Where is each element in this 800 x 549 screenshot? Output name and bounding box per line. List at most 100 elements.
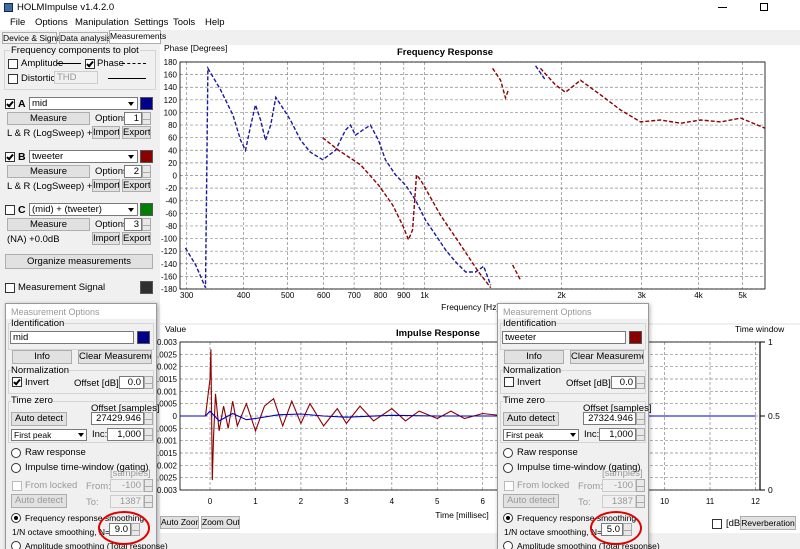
spinner[interactable] xyxy=(142,112,151,125)
spin-field[interactable]: 1,000 xyxy=(599,428,636,441)
measurement-select[interactable]: tweeter xyxy=(29,150,138,163)
color-swatch[interactable] xyxy=(629,331,642,344)
button[interactable]: Zoom Out xyxy=(201,516,240,529)
measurement-select[interactable]: (mid) + (tweeter) xyxy=(29,203,138,216)
checkbox[interactable] xyxy=(12,481,22,491)
y-tick-label: 0.002 xyxy=(157,363,178,372)
checkbox[interactable] xyxy=(8,59,18,69)
button[interactable]: Measure xyxy=(7,218,90,231)
radio-button[interactable] xyxy=(11,513,21,523)
button[interactable]: Organize measurements xyxy=(5,254,153,269)
select[interactable]: THD xyxy=(54,71,98,84)
spinner[interactable] xyxy=(636,479,645,492)
spinner[interactable] xyxy=(144,495,153,508)
radio-button[interactable] xyxy=(503,448,513,458)
select[interactable]: First peak xyxy=(11,429,87,441)
checkbox[interactable] xyxy=(712,519,722,529)
button[interactable]: Auto detect xyxy=(11,494,67,508)
label: 1/N octave smoothing, N= xyxy=(12,527,111,537)
radio-button[interactable] xyxy=(11,448,21,458)
spinner[interactable] xyxy=(142,218,151,231)
x-tick-label: 300 xyxy=(180,291,194,300)
button[interactable]: Auto detect xyxy=(503,494,559,508)
checkbox[interactable] xyxy=(5,99,15,109)
tab[interactable]: Device & Signal xyxy=(2,32,64,44)
color-swatch[interactable] xyxy=(140,150,153,163)
spinner[interactable] xyxy=(144,412,153,425)
menu-item[interactable]: Manipulation xyxy=(75,17,129,28)
spinner[interactable] xyxy=(144,376,153,389)
checkbox[interactable] xyxy=(5,205,15,215)
color-swatch[interactable] xyxy=(137,331,150,344)
measurement-select[interactable]: mid xyxy=(29,97,138,110)
button[interactable]: Reverberation xyxy=(740,516,796,530)
button[interactable]: Export xyxy=(122,232,151,245)
menu-item[interactable]: File xyxy=(10,17,26,28)
select[interactable]: First peak xyxy=(503,429,579,441)
color-swatch[interactable] xyxy=(140,281,153,294)
checkbox[interactable] xyxy=(8,74,18,84)
label: From: xyxy=(578,481,603,492)
button[interactable]: Measure xyxy=(7,165,90,178)
y-tick-label: -0.0015 xyxy=(150,449,178,458)
spinner[interactable] xyxy=(636,412,645,425)
spin-field[interactable]: 1387 xyxy=(602,495,636,508)
spin-field[interactable]: 2 xyxy=(124,165,142,178)
button[interactable]: Import xyxy=(92,232,120,245)
spinner[interactable] xyxy=(636,428,645,441)
button[interactable]: Export xyxy=(122,179,151,192)
button[interactable]: Auto detect xyxy=(11,412,67,426)
radio-button[interactable] xyxy=(503,541,513,549)
spinner[interactable] xyxy=(142,165,151,178)
checkbox[interactable] xyxy=(12,377,22,387)
y-tick-label: -60 xyxy=(165,209,177,218)
spin-field[interactable]: -100 xyxy=(602,479,636,492)
spin-field[interactable]: 3 xyxy=(124,218,142,231)
button[interactable]: Clear Measurement xyxy=(570,350,644,364)
spinner[interactable] xyxy=(144,479,153,492)
spin-field[interactable]: 0.0 xyxy=(611,376,636,389)
color-swatch[interactable] xyxy=(140,97,153,110)
spin-field[interactable]: 0.0 xyxy=(119,376,144,389)
button[interactable]: Auto Zoom xyxy=(160,516,199,529)
name-field[interactable]: mid xyxy=(10,331,134,344)
window-button[interactable] xyxy=(708,2,738,14)
close-icon[interactable] xyxy=(784,2,794,12)
tab[interactable]: Data analysis xyxy=(59,32,112,44)
checkbox[interactable] xyxy=(5,283,15,293)
menu-item[interactable]: Options xyxy=(35,17,68,28)
button[interactable]: Export xyxy=(122,126,151,139)
check-mark xyxy=(13,377,21,386)
spin-field[interactable]: -100 xyxy=(110,479,144,492)
radio-button[interactable] xyxy=(11,541,21,549)
button[interactable]: Measure xyxy=(7,112,90,125)
tab[interactable]: Measurements xyxy=(109,30,166,44)
x-tick-label: 600 xyxy=(317,291,331,300)
checkbox[interactable] xyxy=(5,152,15,162)
checkbox[interactable] xyxy=(504,481,514,491)
button[interactable]: Info xyxy=(12,350,72,364)
spin-field[interactable]: 1 xyxy=(124,112,142,125)
menu-item[interactable]: Settings xyxy=(134,17,169,28)
radio-button[interactable] xyxy=(11,463,21,473)
button[interactable]: Info xyxy=(504,350,564,364)
checkbox[interactable] xyxy=(85,59,95,69)
radio-button[interactable] xyxy=(503,513,513,523)
checkbox[interactable] xyxy=(504,377,514,387)
name-field[interactable]: tweeter xyxy=(502,331,626,344)
spinner[interactable] xyxy=(636,376,645,389)
spin-field[interactable]: 1387 xyxy=(110,495,144,508)
spinner[interactable] xyxy=(144,428,153,441)
button[interactable]: Import xyxy=(92,179,120,192)
button[interactable]: Clear Measurement xyxy=(78,350,152,364)
radio-button[interactable] xyxy=(503,463,513,473)
spinner[interactable] xyxy=(636,495,645,508)
button[interactable]: Auto detect xyxy=(503,412,559,426)
menu-item[interactable]: Tools xyxy=(173,17,196,28)
spin-field[interactable]: 27429.946 xyxy=(91,412,144,425)
color-swatch[interactable] xyxy=(140,203,153,216)
button[interactable]: Import xyxy=(92,126,120,139)
spin-field[interactable]: 27324.946 xyxy=(583,412,636,425)
menu-item[interactable]: Help xyxy=(205,17,225,28)
spin-field[interactable]: 1,000 xyxy=(107,428,144,441)
